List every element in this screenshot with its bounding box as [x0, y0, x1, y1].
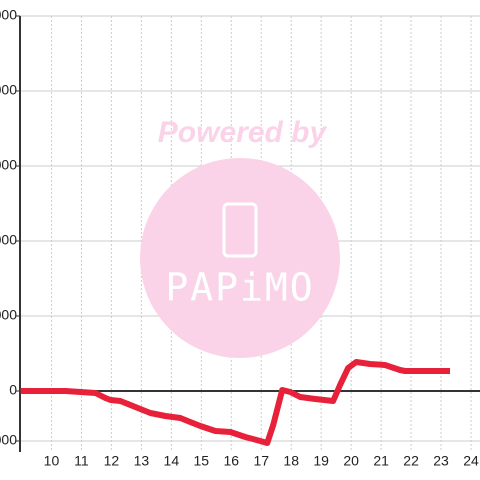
x-tick-label: 20	[343, 453, 359, 469]
y-tick-label: 60,000	[0, 232, 17, 248]
x-tick-label: 16	[223, 453, 239, 469]
x-tick-label: 14	[164, 453, 180, 469]
x-tick-label: 22	[403, 453, 419, 469]
x-tick-label: 21	[373, 453, 389, 469]
y-tick-label: 150,000	[0, 7, 17, 23]
watermark-circle	[140, 158, 340, 358]
x-tick-label: 23	[433, 453, 449, 469]
y-tick-label: 120,000	[0, 82, 17, 98]
y-tick-label: 30,000	[0, 307, 17, 323]
y-tick-label: -20,000	[0, 432, 17, 448]
watermark-icon	[222, 202, 258, 258]
x-tick-label: 12	[104, 453, 120, 469]
x-tick-label: 24	[463, 453, 479, 469]
x-tick-label: 10	[44, 453, 60, 469]
data-line	[20, 359, 451, 446]
x-tick-label: 17	[253, 453, 269, 469]
x-tick-label: 19	[313, 453, 329, 469]
x-tick-label: 11	[74, 453, 89, 469]
x-tick-label: 13	[134, 453, 150, 469]
y-tick-label: 0	[9, 382, 17, 398]
y-tick-label: 90,000	[0, 157, 17, 173]
x-tick-label: 18	[283, 453, 299, 469]
x-tick-label: 15	[194, 453, 210, 469]
watermark-text: PAPiMO	[165, 266, 314, 310]
watermark-text: Powered by	[158, 116, 328, 149]
